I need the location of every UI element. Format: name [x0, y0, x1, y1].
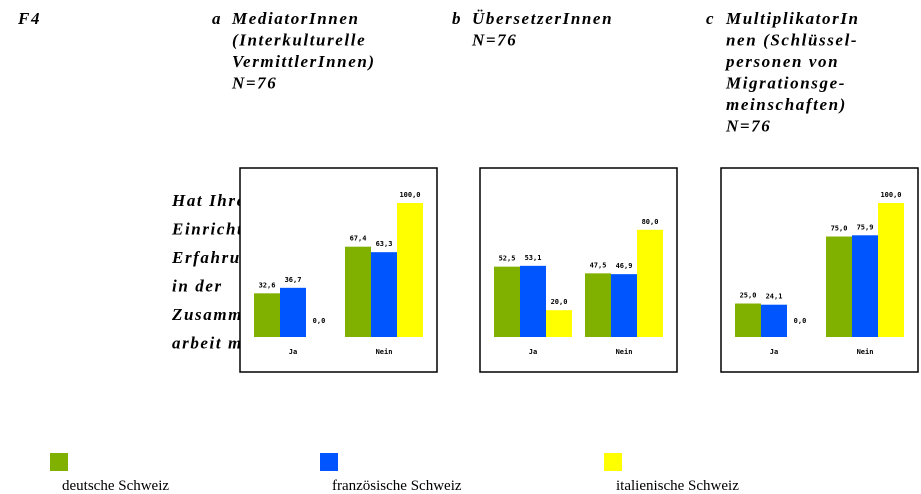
panel-title-line: ÜbersetzerInnen	[472, 9, 613, 28]
panel-letter: b	[452, 9, 462, 28]
question-line: Erfahrung	[171, 248, 262, 267]
bar	[637, 229, 663, 337]
value-label: 47,5	[590, 261, 607, 269]
value-label: 32,6	[259, 281, 276, 289]
bar	[611, 274, 637, 337]
value-label: 53,1	[525, 254, 542, 262]
panel-title-line: N=76	[725, 117, 771, 136]
value-label: 46,9	[616, 262, 633, 270]
bar	[735, 303, 761, 337]
panel-title-line: nen (Schlüssel-	[726, 31, 858, 50]
value-label: 67,4	[350, 235, 367, 243]
x-tick-label: Ja	[770, 348, 778, 356]
bar	[494, 266, 520, 337]
figure-label: F4	[17, 9, 41, 28]
bar	[852, 235, 878, 337]
bar	[371, 252, 397, 337]
panel-title-line: MultiplikatorIn	[725, 9, 860, 28]
bar	[585, 273, 611, 337]
value-label: 24,1	[766, 293, 783, 301]
question-line: arbeit mit:	[172, 334, 263, 353]
legend-swatch	[50, 453, 68, 471]
panel-title-line: N=76	[471, 31, 517, 50]
panel-title-line: MediatorInnen	[231, 9, 360, 28]
bar	[280, 287, 306, 337]
value-label: 52,5	[499, 255, 516, 263]
value-label: 80,0	[642, 218, 659, 226]
value-label: 75,9	[857, 223, 874, 231]
x-tick-label: Nein	[616, 348, 633, 356]
value-label: 100,0	[399, 191, 420, 199]
value-label: 36,7	[285, 276, 302, 284]
panel-title-line: meinschaften)	[726, 95, 847, 114]
value-label: 0,0	[313, 317, 326, 325]
value-label: 100,0	[880, 191, 901, 199]
value-label: 20,0	[551, 298, 568, 306]
x-tick-label: Ja	[289, 348, 297, 356]
panel-letter: a	[212, 9, 222, 28]
question-line: Hat Ihre	[171, 191, 246, 210]
legend-label: französische Schweiz	[332, 478, 462, 494]
panel-title-line: personen von	[724, 52, 839, 71]
bar	[254, 293, 280, 337]
x-tick-label: Nein	[376, 348, 393, 356]
value-label: 63,3	[376, 240, 393, 248]
bar	[397, 203, 423, 337]
legend-label: italienische Schweiz	[616, 478, 739, 494]
value-label: 25,0	[740, 292, 757, 300]
panel-letter: c	[706, 9, 715, 28]
panel-title-line: N=76	[231, 74, 277, 93]
value-label: 0,0	[794, 317, 807, 325]
x-tick-label: Ja	[529, 348, 537, 356]
bar	[345, 246, 371, 337]
question-line: in der	[172, 277, 223, 296]
bar	[878, 203, 904, 337]
value-label: 75,0	[831, 225, 848, 233]
bar	[826, 236, 852, 337]
panel-title-line: (Interkulturelle	[232, 31, 366, 50]
panel-title-line: Migrationsge-	[725, 74, 846, 93]
legend-label: deutsche Schweiz	[62, 478, 169, 494]
bar	[520, 265, 546, 337]
x-tick-label: Nein	[857, 348, 874, 356]
panel-title-line: VermittlerInnen)	[232, 52, 376, 71]
legend-swatch	[604, 453, 622, 471]
bar	[546, 310, 572, 337]
legend-swatch	[320, 453, 338, 471]
bar	[761, 304, 787, 337]
